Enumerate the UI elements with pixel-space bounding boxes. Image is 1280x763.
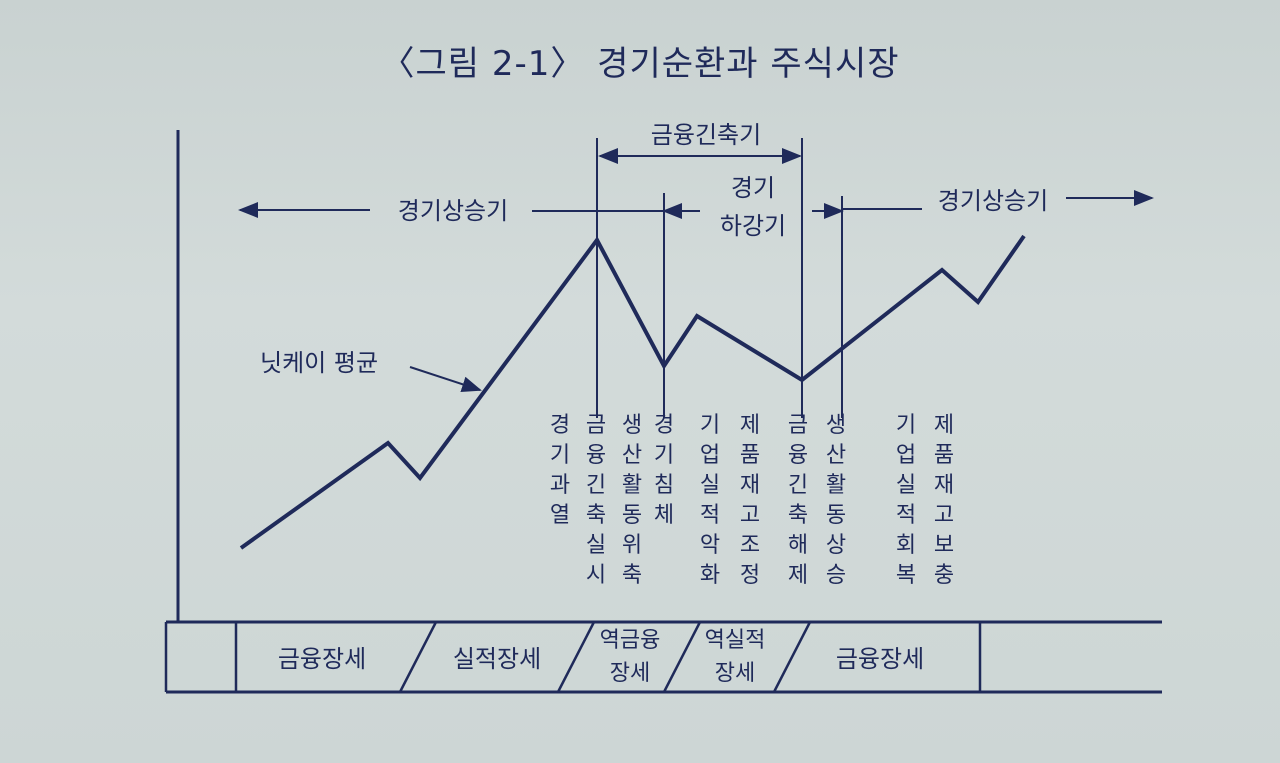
table-divider-2 — [398, 621, 438, 693]
upswing-left-label: 경기상승기 — [398, 197, 508, 225]
table-divider-3 — [556, 621, 596, 693]
table-divider-4 — [662, 621, 702, 693]
figure-title: 〈그림 2-1〉 경기순환과 주식시장 — [380, 44, 900, 84]
upswing-right-label: 경기상승기 — [938, 187, 1048, 215]
tightening-label: 금융긴축기 — [651, 121, 761, 149]
phase-cell-4-line1: 역실적 — [705, 628, 766, 653]
table-divider-5 — [772, 621, 812, 693]
nikkei-average-line — [239, 234, 1026, 550]
phase-cell-4-line2: 장세 — [715, 661, 755, 686]
downswing-label-2: 하강기 — [720, 212, 786, 240]
nikkei-pointer — [409, 366, 482, 392]
phase-cell-5: 금융장세 — [836, 645, 924, 673]
nikkei-label: 닛케이 평균 — [260, 349, 378, 377]
phase-cell-1: 금융장세 — [278, 645, 366, 673]
phase-cell-3-line1: 역금융 — [600, 628, 661, 653]
phase-cell-3-line2: 장세 — [610, 661, 650, 686]
phase-cell-2: 실적장세 — [453, 645, 541, 673]
downswing-label-1: 경기 — [731, 174, 775, 202]
